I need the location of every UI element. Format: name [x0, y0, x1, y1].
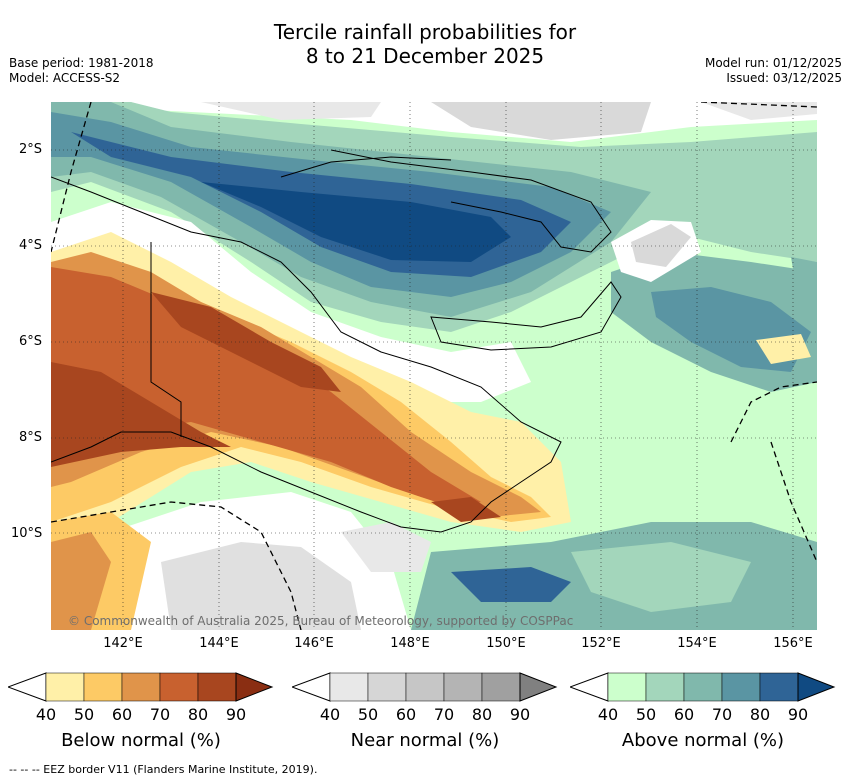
- below-normal-40-east: [756, 334, 811, 364]
- near-normal-north-1: [201, 102, 381, 120]
- model-name: Model: ACCESS-S2: [9, 71, 121, 85]
- coastline-manus: [280, 156, 452, 178]
- lat-label: 10°S: [11, 526, 43, 541]
- meta-left: Base period: 1981-2018 Model: ACCESS-S2: [9, 56, 154, 86]
- near-normal-north-3: [701, 102, 817, 120]
- lon-label: 150°E: [486, 636, 526, 651]
- map-canvas: [51, 102, 817, 630]
- eez-border-southeast: [770, 441, 817, 563]
- copyright-text: © Commonwealth of Australia 2025, Bureau…: [68, 614, 574, 628]
- map-title: Tercile rainfall probabilities for 8 to …: [0, 20, 850, 68]
- title-line-2: 8 to 21 December 2025: [305, 44, 545, 68]
- lat-label: 8°S: [19, 430, 43, 445]
- lon-label: 146°E: [294, 636, 334, 651]
- near-normal-north-2: [431, 102, 651, 140]
- model-run: Model run: 01/12/2025: [704, 56, 842, 70]
- eez-border-east: [730, 381, 817, 443]
- lat-label: 6°S: [19, 334, 43, 349]
- lat-label: 2°S: [19, 142, 43, 157]
- coastline-new-ireland: [430, 281, 622, 351]
- lon-label: 142°E: [103, 636, 143, 651]
- below-normal-80-west: [51, 362, 231, 467]
- province-border: [150, 242, 182, 437]
- white-zone-central: [51, 202, 531, 402]
- lon-label: 152°E: [581, 636, 621, 651]
- colorbar-near-normal: [292, 672, 558, 702]
- above-normal-90-north: [201, 182, 511, 262]
- below-normal-80-east: [431, 497, 501, 522]
- meta-right: Model run: 01/12/2025 Issued: 03/12/2025: [705, 56, 842, 86]
- near-normal-south-1: [161, 542, 361, 630]
- colorbar-above-normal: [570, 672, 836, 702]
- lon-label: 144°E: [199, 636, 239, 651]
- eez-footer-note: -- -- -- EEZ border V11 (Flanders Marine…: [9, 763, 318, 776]
- colorbar-below-title: Below normal (%): [61, 730, 221, 751]
- above-normal-50-southeast: [571, 542, 751, 612]
- below-normal-80-central: [151, 292, 341, 392]
- issued-date: Issued: 03/12/2025: [726, 71, 842, 85]
- colorbar-above-title: Above normal (%): [621, 730, 785, 751]
- above-normal-80-south: [451, 567, 571, 602]
- lon-label: 148°E: [390, 636, 430, 651]
- above-normal-60-edge: [791, 257, 817, 302]
- eez-border-south: [51, 501, 302, 630]
- lon-label: 154°E: [677, 636, 717, 651]
- colorbar-near-title: Near normal (%): [350, 730, 500, 751]
- gridlines: [51, 102, 817, 630]
- coastline-mainland: [51, 176, 562, 533]
- map-panel: [51, 102, 817, 630]
- lat-label: 4°S: [19, 238, 43, 253]
- near-normal-northeast: [631, 224, 691, 267]
- below-normal-60-southwest: [51, 532, 111, 630]
- near-normal-south-2: [341, 522, 431, 572]
- colorbar-below-normal: [8, 672, 274, 702]
- coastline-new-britain: [330, 149, 612, 253]
- eez-border-west: [51, 102, 92, 253]
- below-normal-70: [51, 267, 481, 507]
- lon-label: 156°E: [773, 636, 813, 651]
- title-line-1: Tercile rainfall probabilities for: [273, 20, 577, 44]
- base-period: Base period: 1981-2018: [9, 56, 154, 70]
